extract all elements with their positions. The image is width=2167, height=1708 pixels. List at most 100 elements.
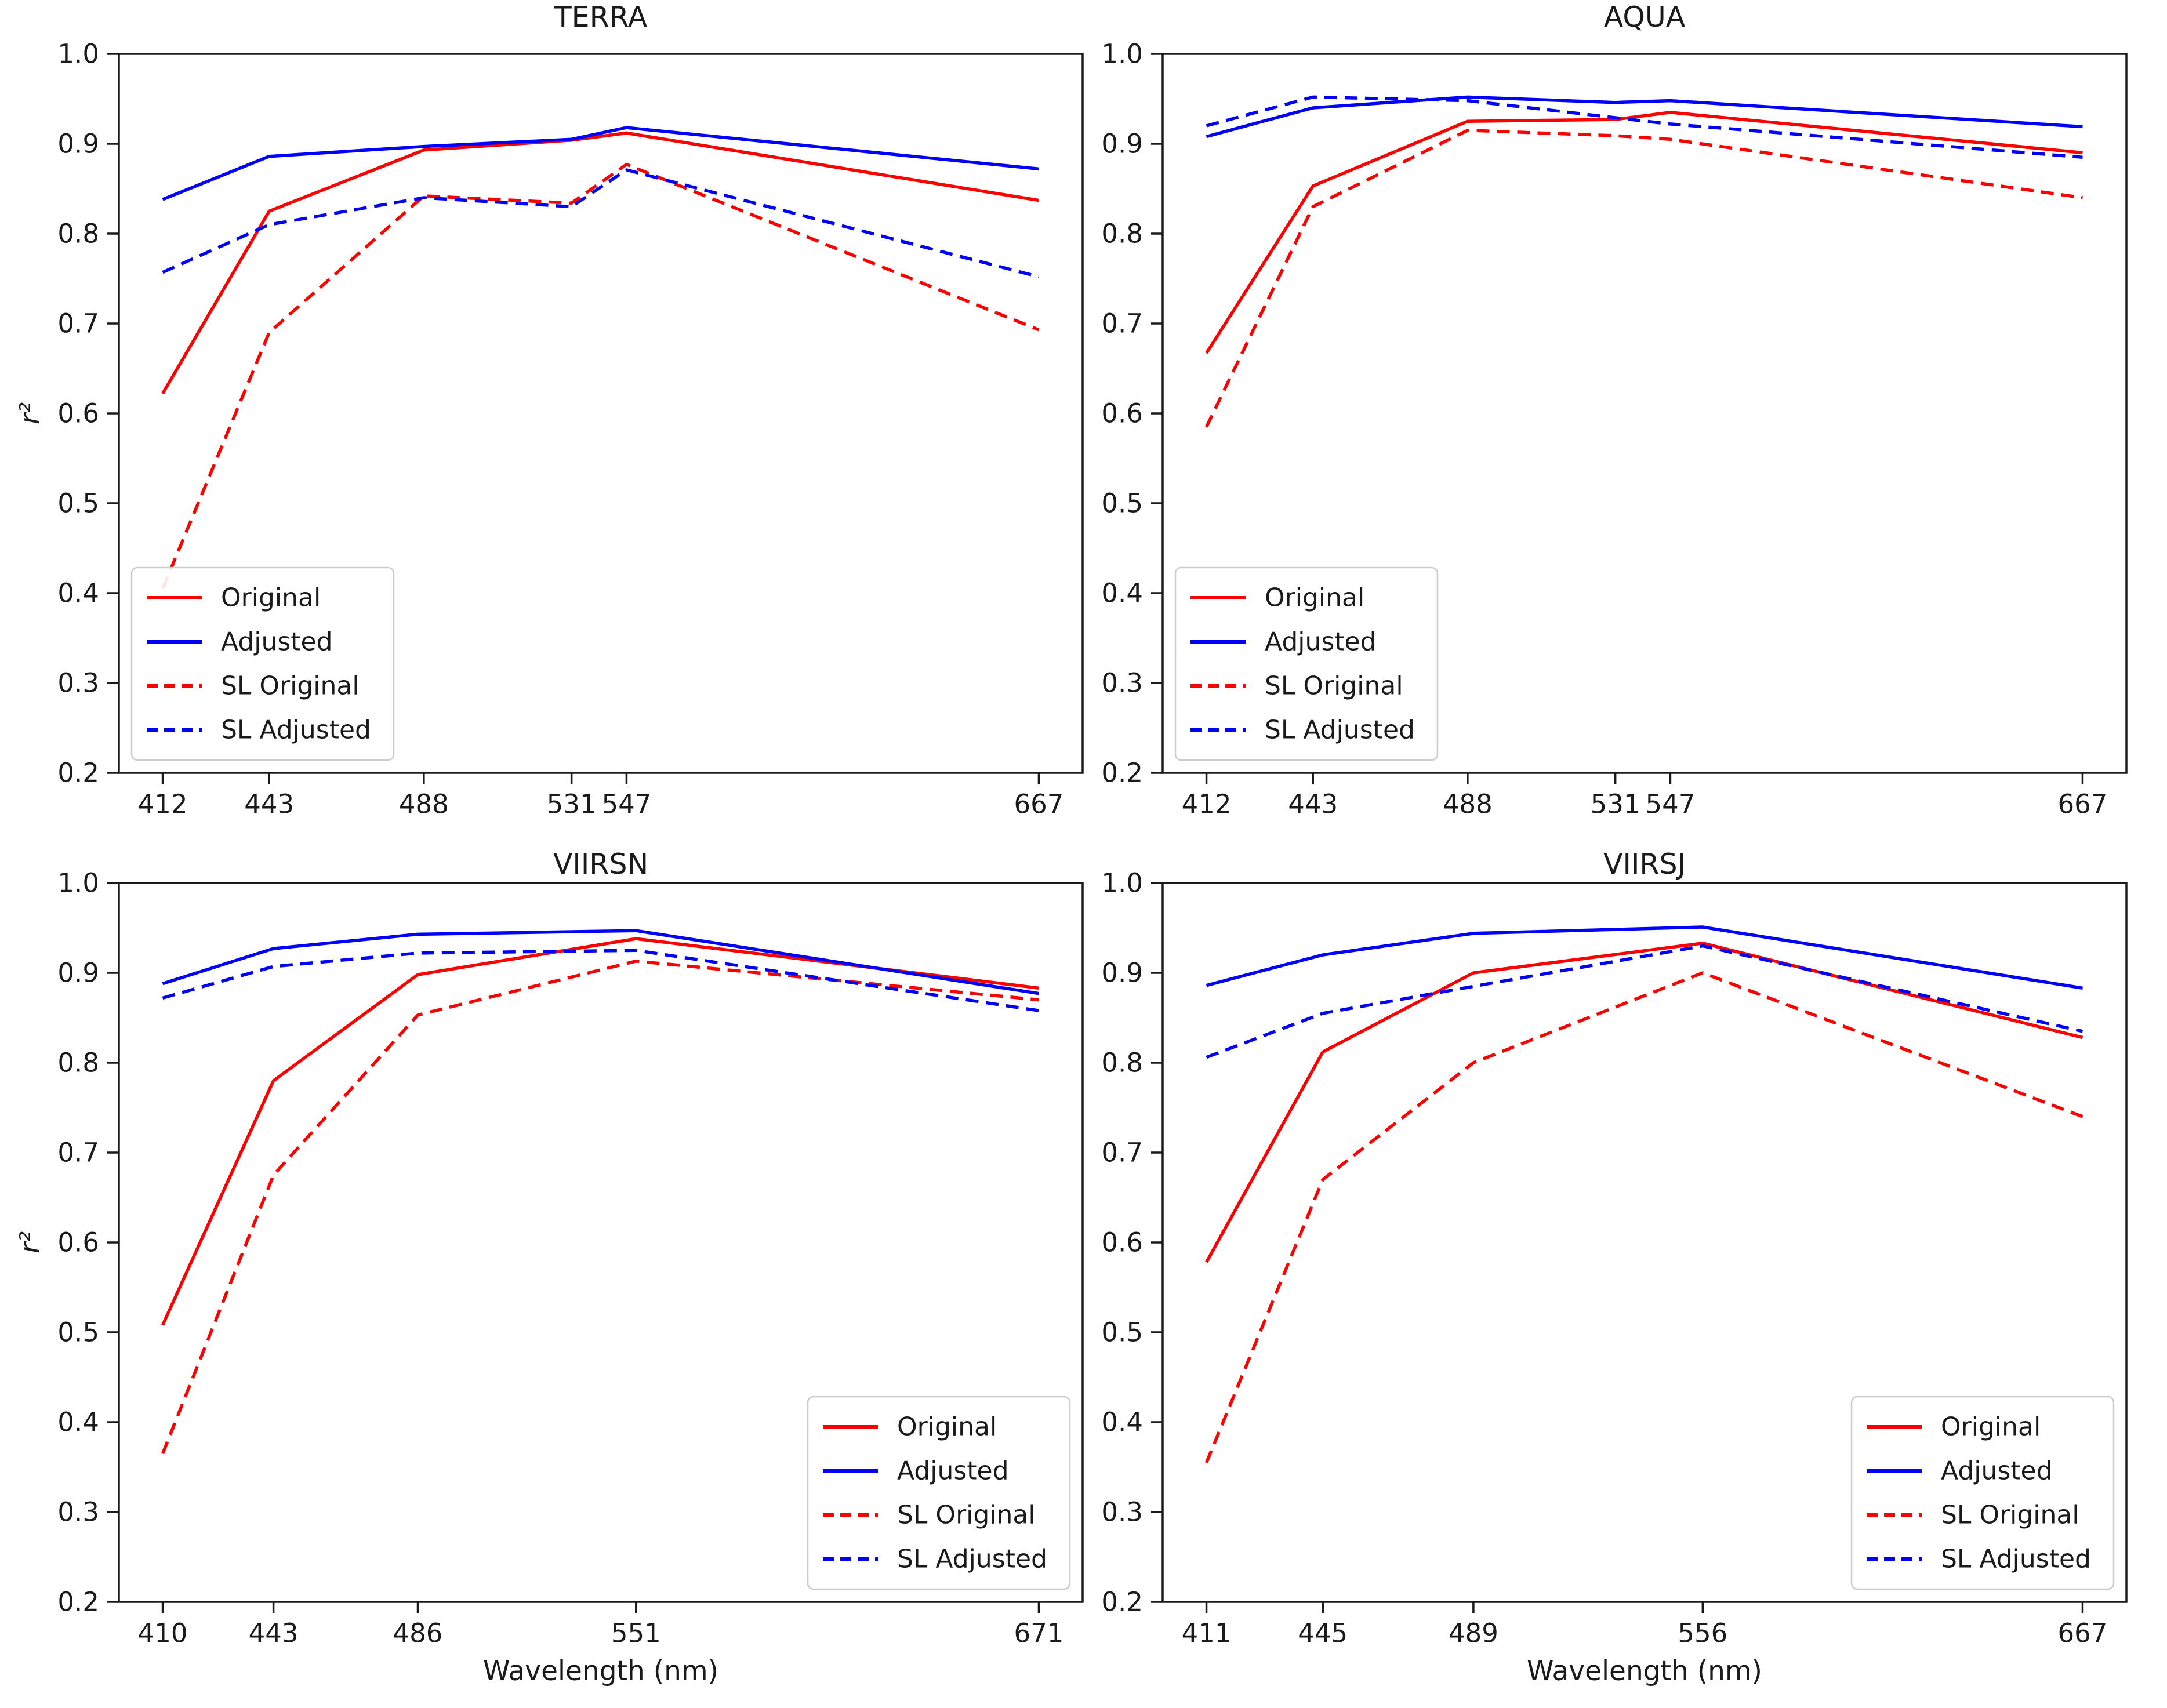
y-axis-label: r²: [14, 402, 46, 425]
x-tick-label: 412: [1182, 789, 1232, 820]
series-line-original: [161, 937, 1039, 1326]
legend-box: [807, 1396, 1071, 1590]
x-tick-label: 488: [399, 789, 449, 820]
viirsj-chart-canvas: 0.2 0.3 0.4 0.5 0.6 0.7 0.8 0.9 1.0 411 445 489 556 6…: [1101, 868, 2128, 1649]
x-tick-label: 411: [1182, 1618, 1232, 1649]
x-tick-label: 445: [1298, 1618, 1348, 1649]
panel-title: VIIRSN: [553, 848, 649, 881]
x-tick-label: 556: [1678, 1618, 1727, 1649]
legend-label: Original: [221, 583, 321, 613]
legend-label: SL Original: [1265, 671, 1403, 701]
y-tick-label: 0.4: [1101, 1407, 1143, 1438]
y-tick-label: 1.0: [57, 39, 99, 70]
y-tick-label: 0.3: [1101, 668, 1143, 699]
x-axis-label: Wavelength (nm): [1527, 1655, 1762, 1687]
x-tick-label: 488: [1443, 789, 1493, 820]
series-line-sl-original: [161, 162, 1040, 590]
y-tick-label: 0.3: [57, 1497, 99, 1528]
series-line-original: [1205, 111, 2083, 354]
y-tick-label: 0.2: [1101, 1587, 1143, 1618]
legend-label: SL Adjusted: [1265, 715, 1415, 745]
legend-label: SL Adjusted: [897, 1545, 1047, 1574]
y-tick-label: 0.4: [57, 1407, 99, 1438]
legend-label: SL Adjusted: [1941, 1545, 2091, 1574]
plot-border: [1161, 53, 2128, 774]
legend-label: Original: [897, 1412, 997, 1442]
y-tick-label: 0.2: [1101, 758, 1143, 788]
y-tick-label: 0.7: [1101, 1138, 1143, 1168]
y-tick-label: 1.0: [1101, 39, 1143, 70]
y-tick-label: 0.7: [57, 308, 99, 339]
y-tick-label: 0.9: [1101, 958, 1143, 989]
y-tick-label: 0.8: [1101, 1048, 1143, 1078]
y-tick-label: 0.4: [57, 578, 99, 609]
y-tick-label: 0.6: [1101, 1227, 1143, 1258]
x-tick-label: 410: [138, 1618, 188, 1649]
x-tick-label: 547: [601, 789, 651, 820]
x-tick-label: 667: [1014, 789, 1064, 820]
y-tick-label: 0.3: [57, 668, 99, 699]
legend-label: Original: [1265, 583, 1364, 613]
series-line-original: [161, 131, 1039, 395]
x-tick-label: 443: [249, 1618, 299, 1649]
legend-label: Adjusted: [221, 627, 333, 657]
legend-label: SL Adjusted: [221, 715, 371, 745]
y-axis-label: r²: [14, 1231, 46, 1254]
series-line-adjusted: [162, 126, 1039, 201]
y-tick-label: 0.9: [57, 129, 99, 159]
legend-label: SL Original: [221, 671, 360, 701]
y-tick-label: 0.5: [57, 1317, 99, 1348]
y-tick-label: 1.0: [57, 868, 99, 899]
x-tick-label: 531: [1591, 789, 1640, 820]
y-tick-label: 0.5: [57, 488, 99, 519]
viirsn-chart-canvas: 0.2 0.3 0.4 0.5 0.6 0.7 0.8 0.9 1.0 410 443 486 551 6…: [57, 868, 1084, 1649]
panel-title: TERRA: [554, 1, 648, 34]
series-line-sl-original: [1205, 129, 2083, 428]
terra-chart-canvas: 0.2 0.3 0.4 0.5 0.6 0.7 0.8 0.9 1.0 412 443 488 531 5…: [57, 39, 1084, 820]
x-tick-label: 486: [393, 1618, 443, 1649]
x-tick-label: 667: [2058, 1618, 2108, 1649]
series-line-sl-original: [161, 960, 1039, 1455]
series-line-sl-original: [1204, 971, 2083, 1463]
y-tick-label: 0.8: [57, 1048, 99, 1078]
legend-label: Original: [1941, 1412, 2041, 1442]
legend-label: SL Original: [897, 1500, 1036, 1530]
panel-viirsj: 0.2 0.3 0.4 0.5 0.6 0.7 0.8 0.9 1.0 411 445 489 556 6…: [1083, 848, 2167, 1708]
x-tick-label: 551: [611, 1618, 661, 1649]
series-line-adjusted: [1206, 925, 2083, 990]
panel-title: VIIRSJ: [1603, 848, 1686, 881]
legend-label: Adjusted: [1265, 627, 1377, 657]
y-tick-label: 0.6: [1101, 398, 1143, 429]
plot-border: [1161, 882, 2128, 1603]
legend-label: SL Original: [1941, 1500, 2079, 1530]
plot-border: [118, 53, 1084, 774]
series-line-sl-adjusted: [162, 949, 1039, 1012]
y-tick-label: 0.5: [1101, 488, 1143, 519]
y-tick-label: 0.6: [57, 1227, 99, 1258]
y-tick-label: 0.8: [1101, 219, 1143, 249]
y-tick-label: 0.4: [1101, 578, 1143, 609]
series-line-adjusted: [1206, 95, 2083, 139]
x-tick-label: 531: [547, 789, 597, 820]
series-line-original: [1205, 942, 2083, 1263]
x-tick-label: 412: [138, 789, 188, 820]
x-tick-label: 443: [1288, 789, 1338, 820]
y-tick-label: 0.2: [57, 758, 99, 788]
y-tick-label: 0.9: [1101, 129, 1143, 159]
y-tick-label: 0.9: [57, 958, 99, 989]
legend-label: Adjusted: [897, 1456, 1009, 1486]
x-tick-label: 443: [244, 789, 294, 820]
x-tick-label: 667: [2058, 789, 2108, 820]
series-line-sl-adjusted: [1206, 95, 2083, 159]
panel-terra: 0.2 0.3 0.4 0.5 0.6 0.7 0.8 0.9 1.0 412 443 488 531 5…: [0, 0, 1084, 854]
y-tick-label: 0.5: [1101, 1317, 1143, 1348]
panel-title: AQUA: [1603, 1, 1686, 34]
y-tick-label: 1.0: [1101, 868, 1143, 899]
y-tick-label: 0.7: [57, 1138, 99, 1168]
x-tick-label: 489: [1449, 1618, 1498, 1649]
panel-viirsn: 0.2 0.3 0.4 0.5 0.6 0.7 0.8 0.9 1.0 410 443 486 551 6…: [0, 848, 1084, 1708]
legend-label: Adjusted: [1941, 1456, 2053, 1486]
y-tick-label: 0.6: [57, 398, 99, 429]
series-line-sl-adjusted: [1206, 944, 2083, 1059]
y-tick-label: 0.8: [57, 219, 99, 249]
